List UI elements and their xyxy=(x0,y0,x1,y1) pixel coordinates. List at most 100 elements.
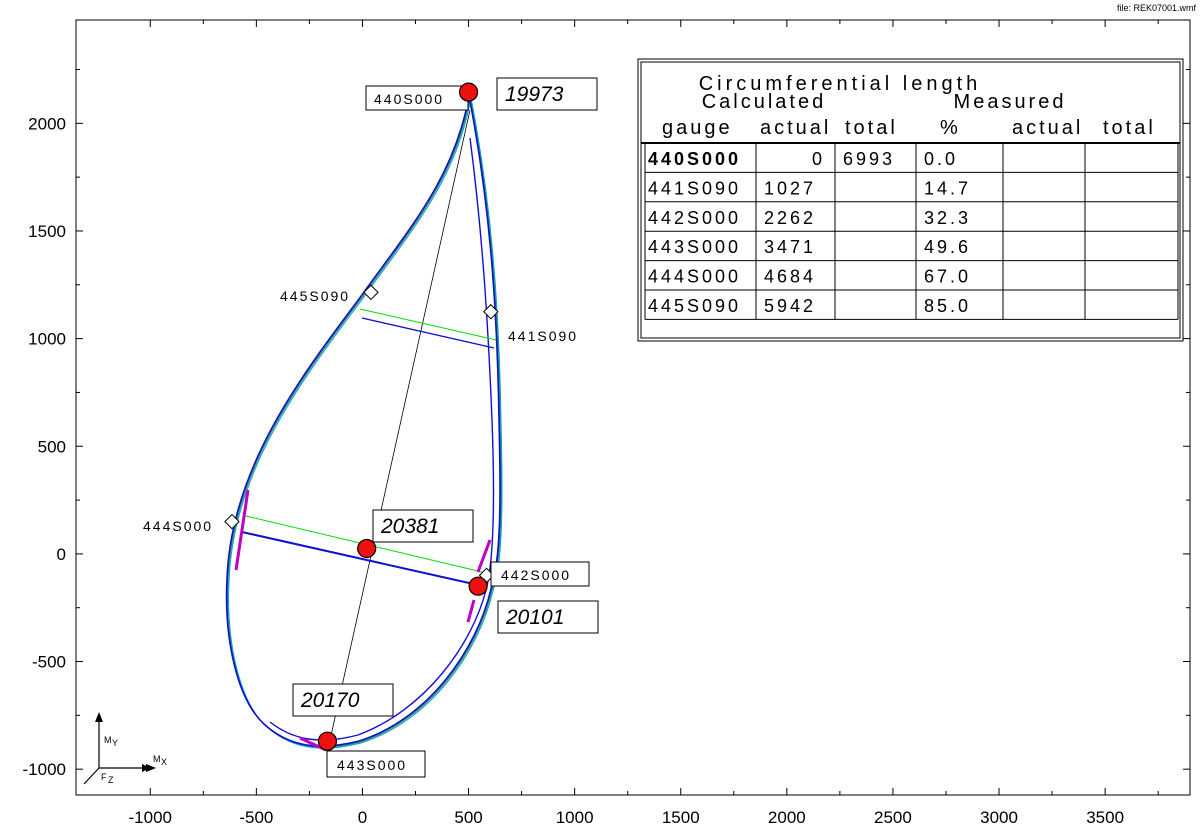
measurement-point-marker xyxy=(468,576,488,596)
gauge-label: 440S000 xyxy=(374,91,444,107)
table-outer-border xyxy=(637,58,1184,342)
point-label-box xyxy=(292,683,394,717)
point-label-box xyxy=(497,600,599,634)
my-subscript: Y xyxy=(112,738,118,748)
table-inner-border xyxy=(640,61,1181,339)
table-title: Circumferential length xyxy=(699,73,982,95)
mx-arrow-icon xyxy=(146,764,156,772)
point-label: 19973 xyxy=(505,83,564,106)
point-label: 20101 xyxy=(505,606,564,629)
table-cell: 445S090 xyxy=(648,296,741,316)
table-cell: 4684 xyxy=(764,267,816,287)
y-tick-label: 0 xyxy=(57,545,66,564)
table-cell: 1027 xyxy=(764,178,816,198)
axis-ticks: -1000 -500 0 500 1000 1500 2000 2500 3000 3500 -10… xyxy=(23,20,1190,827)
gauge-label: 442S000 xyxy=(501,567,571,583)
gauge-patch xyxy=(476,539,492,573)
my-arrow-icon xyxy=(95,712,103,722)
gauge-label-box xyxy=(365,85,469,111)
blade-profile xyxy=(225,95,503,752)
x-tick-label: 3000 xyxy=(980,808,1018,827)
x-tick-label: 3500 xyxy=(1086,808,1124,827)
fz-label: F xyxy=(101,772,107,782)
table-cell: 14.7 xyxy=(924,178,971,198)
table-cell: 2262 xyxy=(764,208,816,228)
x-tick-label: 1500 xyxy=(662,808,700,827)
moment-axes-glyph: M YM XF Z xyxy=(83,712,167,785)
x-tick-label: -1000 xyxy=(129,808,172,827)
table-cell: 67.0 xyxy=(924,267,971,287)
point-label-box xyxy=(372,509,474,543)
table-cell: 443S000 xyxy=(648,237,741,257)
section-line-upper-green xyxy=(359,308,497,341)
my-label: M xyxy=(104,735,112,745)
y-tick-label: 500 xyxy=(38,437,66,456)
section-line-upper xyxy=(361,317,495,349)
y-tick-label: 2000 xyxy=(28,114,66,133)
mx-arrow-icon-2 xyxy=(142,764,150,772)
y-tick-label: -1000 xyxy=(23,760,66,779)
table-cell: 85.0 xyxy=(924,296,971,316)
gauge-diamond-icon xyxy=(483,303,499,320)
gauge-label: 445S090 xyxy=(280,288,350,304)
point-label: 20381 xyxy=(380,515,439,538)
point-label-box xyxy=(496,77,598,111)
table-cell: 32.3 xyxy=(924,208,971,228)
table-group-measured: Measured xyxy=(954,91,1067,113)
table-cell: 0 xyxy=(812,149,825,169)
gauge-label: 443S000 xyxy=(337,757,407,773)
mx-subscript: X xyxy=(161,757,167,767)
table-header-cell: total xyxy=(1103,117,1156,139)
file-label: file: REK07001.wmf xyxy=(1116,3,1196,13)
table-cell: 0.0 xyxy=(924,149,958,169)
profile-outline-blue xyxy=(225,95,501,747)
mx-label: M xyxy=(153,754,161,764)
measurement-point-marker xyxy=(458,82,479,102)
y-tick-label: -500 xyxy=(32,653,66,672)
table-cell: 5942 xyxy=(764,296,816,316)
y-tick-label: 1000 xyxy=(28,330,66,349)
plot-frame xyxy=(75,19,1191,796)
gauge-diamond-icon xyxy=(363,284,379,301)
table-header-cell: actual xyxy=(760,117,831,139)
table-cell: 3471 xyxy=(764,237,816,257)
stacking-line xyxy=(329,109,471,741)
section-line-lower xyxy=(241,531,479,586)
table-cell: 441S090 xyxy=(648,178,741,198)
x-tick-label: -500 xyxy=(239,808,273,827)
table-cell: 6993 xyxy=(843,149,895,169)
gauge-label-box xyxy=(490,561,590,587)
plot-border xyxy=(75,19,1191,796)
y-tick-label: 1500 xyxy=(28,222,66,241)
profile-outline-cyan xyxy=(228,97,503,749)
table-cell: 442S000 xyxy=(648,208,741,228)
table-header-cell: total xyxy=(845,117,898,139)
gauge-diamond-icon xyxy=(224,513,240,530)
table-header-cell: gauge xyxy=(662,117,733,139)
profile-inner-edge xyxy=(269,137,495,741)
x-tick-label: 2000 xyxy=(768,808,806,827)
gauge-patch xyxy=(466,599,476,623)
measurement-point-marker xyxy=(357,538,377,559)
gauge-label: 441S090 xyxy=(508,328,578,344)
gauge-markers: 440S000 441S090 442S000 443S000 444S000 445S0… xyxy=(143,85,590,778)
fz-subscript: Z xyxy=(108,775,114,785)
fz-axis-line xyxy=(83,767,100,785)
gauge-patch xyxy=(234,489,250,571)
table-group-calculated: Calculated xyxy=(702,91,827,113)
x-tick-label: 2500 xyxy=(874,808,912,827)
table-cell: 49.6 xyxy=(924,237,971,257)
table-header-cell: actual xyxy=(1012,117,1083,139)
table-header-cell: % xyxy=(940,117,961,139)
measurement-point-marker xyxy=(317,731,338,751)
x-tick-label: 0 xyxy=(358,808,367,827)
measurement-points: 19973 20381 20101 20170 xyxy=(292,77,599,751)
gauge-label: 444S000 xyxy=(143,518,213,534)
x-tick-label: 500 xyxy=(454,808,482,827)
profile-outline-green xyxy=(226,96,502,748)
table-cell: 440S000 xyxy=(648,149,741,169)
table-cell: 444S000 xyxy=(648,267,741,287)
x-tick-label: 1000 xyxy=(556,808,594,827)
